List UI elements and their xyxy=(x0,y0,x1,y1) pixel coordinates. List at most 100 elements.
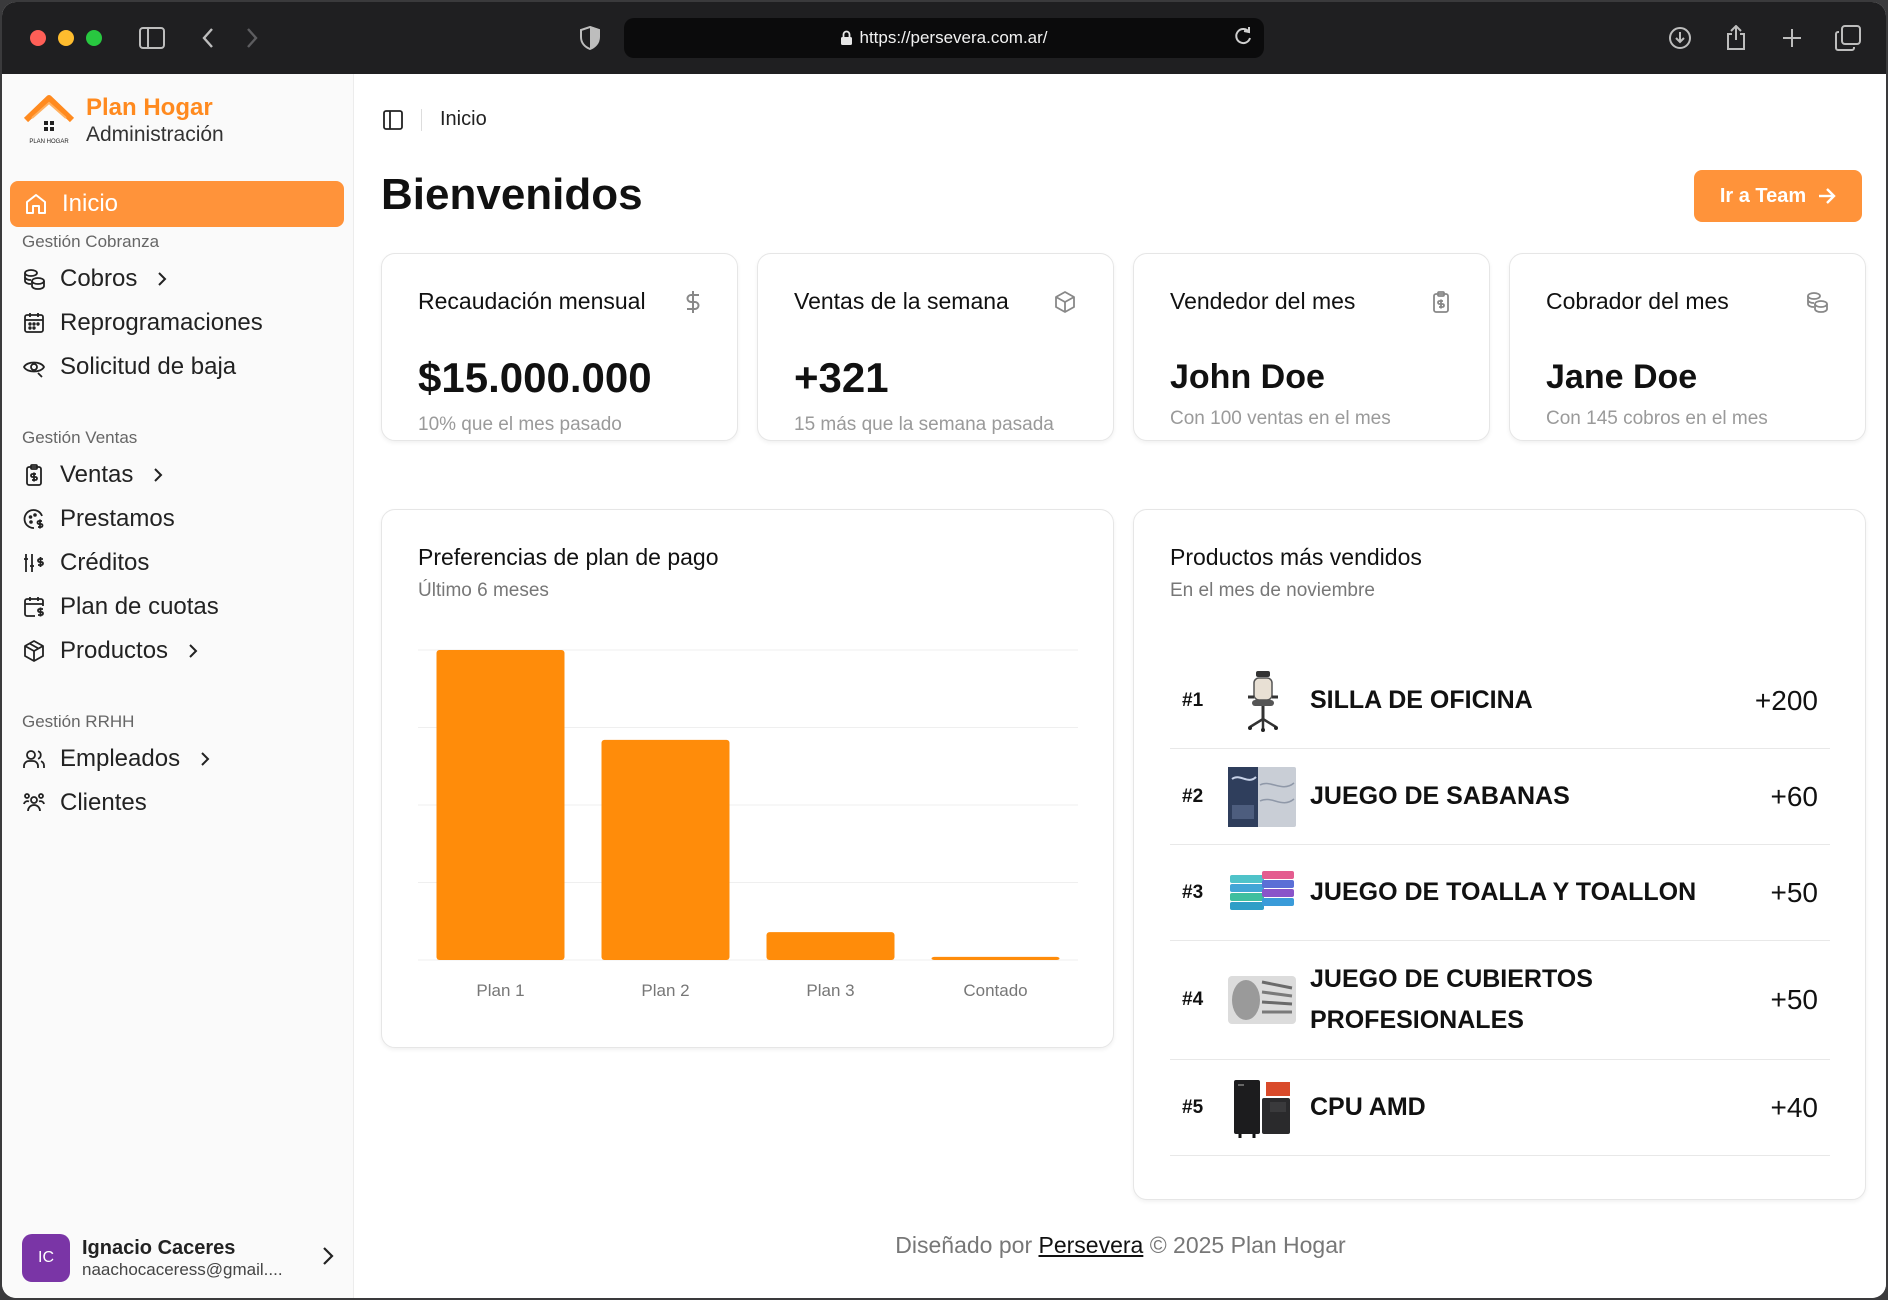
chart-subtitle: Último 6 meses xyxy=(418,580,549,601)
section-title-ventas: Gestión Ventas xyxy=(22,428,138,447)
box-icon xyxy=(24,640,44,662)
brand-subtitle: Administración xyxy=(86,123,224,146)
product-name: JUEGO DE SABANAS xyxy=(1310,782,1570,810)
clipboard-dollar-icon xyxy=(1433,291,1449,313)
cutlery-icon xyxy=(1228,976,1296,1024)
footer-copyright: © 2025 Plan Hogar xyxy=(1149,1232,1346,1258)
sidebar-item-ventas[interactable]: Ventas xyxy=(22,455,163,495)
sidebar-item-inicio[interactable]: Inicio xyxy=(10,181,344,227)
url-text: https://persevera.com.ar/ xyxy=(859,28,1048,47)
product-row-2[interactable]: #2 JUEGO DE SABANAS +60 xyxy=(1170,749,1830,845)
section-title-cobranza: Gestión Cobranza xyxy=(22,232,160,251)
sidebar-item-reprogramaciones[interactable]: Reprogramaciones xyxy=(22,303,263,343)
page-title: Bienvenidos xyxy=(381,170,643,219)
home-icon xyxy=(26,194,46,214)
cpu-tower-icon xyxy=(1234,1079,1290,1138)
sidebar-item-label: Reprogramaciones xyxy=(60,309,263,336)
zoom-window-button[interactable] xyxy=(86,30,102,46)
tab-overview-icon[interactable] xyxy=(1832,22,1864,54)
back-icon[interactable] xyxy=(192,22,224,54)
product-count: +200 xyxy=(1754,684,1818,716)
chart-x-tick-label: Contado xyxy=(963,981,1027,1000)
stat-hint: Con 145 cobros en el mes xyxy=(1546,408,1768,429)
product-row-3[interactable]: #3 JUEGO DE TOALLA Y TOALLON +50 xyxy=(1170,845,1830,941)
product-row-4[interactable]: #4 JUEGO DE CUBIERTOS PROFESIONALES +50 xyxy=(1170,941,1830,1060)
product-row-5[interactable]: #5 CPU AMD +40 xyxy=(1170,1060,1830,1156)
product-rank: #5 xyxy=(1182,1096,1204,1118)
download-icon[interactable] xyxy=(1664,22,1696,54)
sidebar-item-cobros[interactable]: Cobros xyxy=(22,259,167,299)
close-window-button[interactable] xyxy=(30,30,46,46)
sidebar-item-productos[interactable]: Productos xyxy=(22,631,198,671)
chart-x-tick-label: Plan 3 xyxy=(806,981,854,1000)
sidebar-item-plan-de-cuotas[interactable]: Plan de cuotas xyxy=(22,587,219,627)
product-name: JUEGO DE CUBIERTOS PROFESIONALES xyxy=(1310,965,1593,1034)
chart-bar-contado[interactable] xyxy=(931,956,1060,960)
product-row-1[interactable]: #1 SILLA DE OFICINA +200 xyxy=(1170,653,1830,749)
stat-card-vendedor: Vendedor del mes John Doe Con 100 ventas… xyxy=(1133,253,1490,441)
chevron-right-icon xyxy=(323,1247,334,1265)
brand[interactable]: PLAN HOGAR Plan Hogar Administración xyxy=(22,94,224,148)
dollar-icon xyxy=(686,291,700,313)
sidebar-toggle-icon[interactable] xyxy=(136,22,168,54)
user-menu[interactable]: IC Ignacio Caceres naachocaceress@gmail.… xyxy=(22,1230,334,1286)
stat-label: Recaudación mensual xyxy=(418,288,646,314)
sidebar-item-label: Plan de cuotas xyxy=(60,593,219,620)
chevron-right-icon xyxy=(158,272,167,286)
share-icon[interactable] xyxy=(1720,22,1752,54)
loan-icon xyxy=(23,509,44,529)
sidebar-item-empleados[interactable]: Empleados xyxy=(22,739,210,779)
chart-bar-plan-1[interactable] xyxy=(436,650,565,960)
product-rank: #2 xyxy=(1182,785,1204,807)
forward-icon[interactable] xyxy=(236,22,268,54)
sidebar-item-prestamos[interactable]: Prestamos xyxy=(22,499,175,539)
breadcrumb-current[interactable]: Inicio xyxy=(440,108,487,130)
product-name: CPU AMD xyxy=(1310,1093,1426,1121)
payment-plan-chart-card: Preferencias de plan de pago Último 6 me… xyxy=(381,509,1114,1048)
sidebar-item-clientes[interactable]: Clientes xyxy=(22,783,147,823)
stat-value: $15.000.000 xyxy=(418,354,652,401)
privacy-shield-icon[interactable] xyxy=(574,22,606,54)
new-tab-icon[interactable] xyxy=(1776,22,1808,54)
avatar: IC xyxy=(22,1234,70,1282)
chart-bar-plan-2[interactable] xyxy=(601,739,730,960)
user-name: Ignacio Caceres xyxy=(82,1236,236,1259)
logo-text: PLAN HOGAR xyxy=(29,139,69,145)
sidebar-item-label: Inicio xyxy=(62,190,119,217)
sidebar-item-label: Ventas xyxy=(60,461,134,488)
sidebar-toggle-icon[interactable] xyxy=(383,109,403,130)
stat-card-ventas-semana: Ventas de la semana +321 15 más que la s… xyxy=(757,253,1114,441)
sidebar-item-solicitud-de-baja[interactable]: Solicitud de baja xyxy=(22,347,236,387)
sidebar-item-label: Prestamos xyxy=(60,505,175,532)
footer: Diseñado por Persevera © 2025 Plan Hogar xyxy=(355,1232,1886,1259)
payment-plan-bar-chart: Plan 1 Plan 2 Plan 3 Contado xyxy=(418,649,1078,1000)
footer-persevera-link[interactable]: Persevera xyxy=(1038,1232,1144,1258)
product-count: +40 xyxy=(1770,1091,1819,1123)
sliders-icon xyxy=(24,554,44,572)
stat-label: Ventas de la semana xyxy=(794,288,1009,314)
sidebar-item-label: Créditos xyxy=(60,549,150,576)
calendar-icon xyxy=(24,313,44,333)
arrow-right-icon xyxy=(1819,188,1836,204)
product-count: +50 xyxy=(1770,984,1819,1015)
receipt-icon xyxy=(26,464,42,486)
coins-icon xyxy=(1807,292,1828,313)
chevron-right-icon xyxy=(154,468,163,482)
address-bar[interactable]: https://persevera.com.ar/ xyxy=(624,18,1264,58)
minimize-window-button[interactable] xyxy=(58,30,74,46)
products-title: Productos más vendidos xyxy=(1170,544,1422,570)
main-content: Inicio Bienvenidos Ir a Team Recaudación… xyxy=(355,74,1886,1298)
products-subtitle: En el mes de noviembre xyxy=(1170,580,1375,601)
sidebar-item-creditos[interactable]: Créditos xyxy=(22,543,149,583)
chart-x-tick-label: Plan 2 xyxy=(641,981,689,1000)
chart-bar-plan-3[interactable] xyxy=(766,932,895,960)
go-to-team-button[interactable]: Ir a Team xyxy=(1694,170,1862,222)
sidebar-item-label: Clientes xyxy=(60,789,147,816)
plan-hogar-logo-icon: PLAN HOGAR xyxy=(23,95,75,145)
towels-icon xyxy=(1230,870,1294,910)
office-chair-icon xyxy=(1248,670,1278,732)
stat-hint: 15 más que la semana pasada xyxy=(794,414,1054,435)
stat-card-recaudacion: Recaudación mensual $15.000.000 10% que … xyxy=(381,253,738,441)
reload-icon[interactable] xyxy=(1232,26,1254,48)
